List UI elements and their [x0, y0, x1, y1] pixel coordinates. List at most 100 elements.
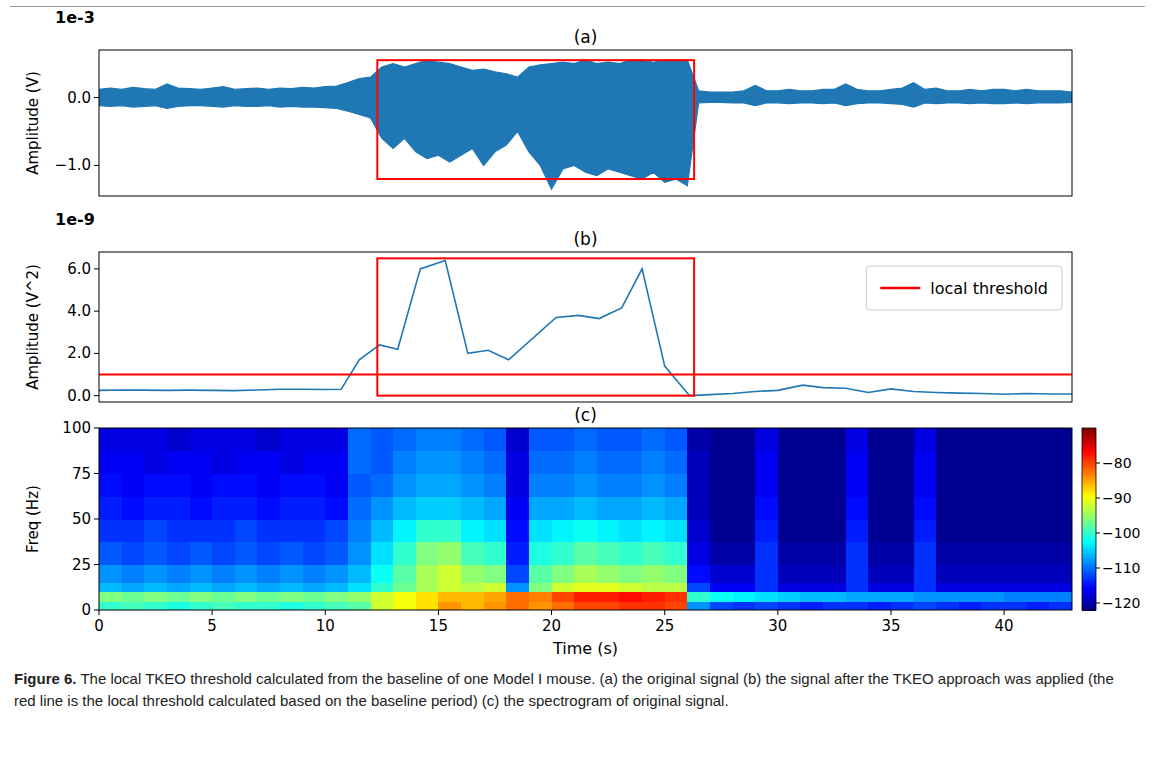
offset-label: 1e-9: [55, 210, 95, 229]
spectrogram-cell: [868, 496, 891, 519]
spectrogram-cell: [529, 592, 552, 602]
axes-frame: [99, 428, 1072, 610]
offset-label: 1e-3: [55, 8, 95, 27]
spectrogram-cell: [687, 428, 710, 451]
spectrogram-cell: [484, 592, 507, 602]
spectrogram-cell: [212, 542, 235, 565]
spectrogram-cell: [167, 519, 190, 542]
spectrogram-cell: [710, 496, 733, 519]
spectrogram-cell: [574, 542, 597, 565]
spectrogram-cell: [687, 583, 710, 593]
spectrogram-cell: [619, 542, 642, 565]
spectrogram-cell: [755, 601, 778, 610]
spectrogram-cell: [461, 451, 484, 474]
spectrogram-cell: [868, 451, 891, 474]
spectrogram-cell: [710, 542, 733, 565]
spectrogram-cell: [733, 519, 756, 542]
spectrogram-cell: [190, 519, 213, 542]
spectrogram-cell: [846, 601, 869, 610]
spectrogram-cell: [574, 601, 597, 610]
spectrogram-cell: [687, 474, 710, 497]
spectrogram-cell: [325, 474, 348, 497]
spectrogram-cell: [891, 474, 914, 497]
spectrogram-cell: [981, 592, 1004, 602]
spectrogram-cell: [1049, 519, 1072, 542]
spectrogram-cell: [99, 565, 122, 584]
spectrogram-cell: [823, 496, 846, 519]
spectrogram-cell: [484, 583, 507, 593]
spectrogram-cell: [122, 519, 145, 542]
spectrogram-cell: [438, 496, 461, 519]
spectrogram-cell: [800, 451, 823, 474]
spectrogram-cell: [574, 583, 597, 593]
spectrogram-cell: [371, 474, 394, 497]
spectrogram-cell: [552, 428, 575, 451]
spectrogram-cell: [846, 583, 869, 593]
spectrogram-cell: [552, 519, 575, 542]
spectrogram-cell: [122, 542, 145, 565]
x-tick-label: 35: [881, 617, 900, 635]
spectrogram-cell: [461, 542, 484, 565]
spectrogram-cell: [348, 542, 371, 565]
spectrogram-cell: [212, 428, 235, 451]
spectrogram-cell: [597, 496, 620, 519]
spectrogram-cell: [914, 542, 937, 565]
spectrogram-cell: [438, 565, 461, 584]
spectrogram-cell: [597, 428, 620, 451]
spectrogram-cell: [348, 583, 371, 593]
spectrogram-cell: [461, 601, 484, 610]
spectrogram-cell: [461, 583, 484, 593]
spectrogram-cell: [393, 474, 416, 497]
spectrogram-cell: [1004, 565, 1027, 584]
y-tick: [94, 519, 99, 520]
spectrogram-cell: [190, 583, 213, 593]
spectrogram-cell: [846, 519, 869, 542]
spectrogram-cell: [416, 496, 439, 519]
spectrogram-cell: [1027, 451, 1050, 474]
spectrogram-cell: [1027, 474, 1050, 497]
y-axis-title: Amplitude (V): [24, 71, 42, 175]
spectrogram-cell: [1027, 565, 1050, 584]
spectrogram-cell: [755, 496, 778, 519]
signal-envelope: [99, 60, 1072, 189]
y-axis-title: Freq (Hz): [24, 485, 42, 553]
spectrogram-cell: [914, 519, 937, 542]
x-tick-label: 30: [768, 617, 787, 635]
colorbar-tick-label: −120: [1102, 595, 1140, 611]
spectrogram-cell: [280, 474, 303, 497]
y-tick: [94, 311, 99, 312]
spectrogram-cell: [597, 451, 620, 474]
spectrogram-cell: [574, 451, 597, 474]
spectrogram-cell: [257, 451, 280, 474]
spectrogram-cell: [212, 592, 235, 602]
spectrogram-cell: [280, 519, 303, 542]
spectrogram-cell: [552, 583, 575, 593]
plot-area: [99, 260, 1072, 395]
spectrogram-cell: [257, 565, 280, 584]
spectrogram-cell: [981, 474, 1004, 497]
spectrogram-cell: [303, 451, 326, 474]
spectrogram-cell: [619, 428, 642, 451]
x-tick: [551, 610, 552, 615]
x-tick: [325, 610, 326, 615]
spectrogram-cell: [461, 592, 484, 602]
spectrogram-cell: [846, 451, 869, 474]
spectrogram-cell: [981, 583, 1004, 593]
spectrogram-cell: [868, 583, 891, 593]
spectrogram-cell: [280, 542, 303, 565]
spectrogram-cell: [1004, 496, 1027, 519]
x-tick: [212, 610, 213, 615]
spectrogram-cell: [393, 519, 416, 542]
spectrogram-cell: [190, 496, 213, 519]
spectrogram-cell: [484, 565, 507, 584]
spectrogram-cell: [144, 565, 167, 584]
spectrogram-cell: [914, 428, 937, 451]
spectrogram-cell: [733, 601, 756, 610]
spectrogram-cell: [868, 592, 891, 602]
spectrogram-cell: [506, 565, 529, 584]
spectrogram-cell: [438, 542, 461, 565]
spectrogram-cell: [619, 519, 642, 542]
spectrogram-cell: [891, 428, 914, 451]
spectrogram-cell: [687, 592, 710, 602]
spectrogram-cell: [438, 428, 461, 451]
